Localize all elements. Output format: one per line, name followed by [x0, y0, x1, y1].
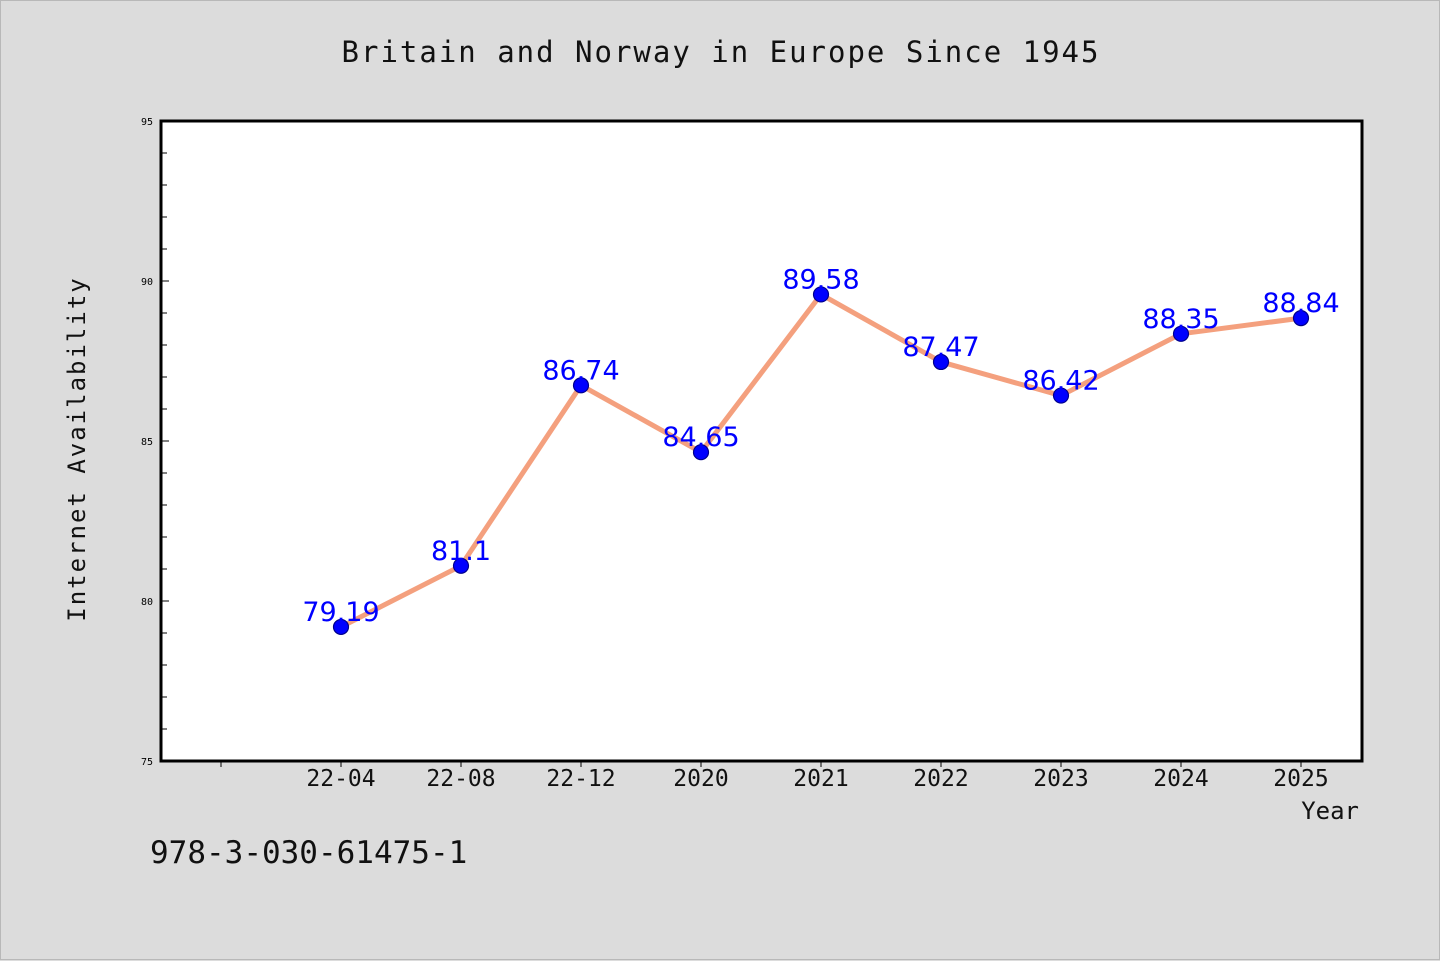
data-labels-layer: 79.19 81.1 86.74 84.65 89.58 87.47 86.42 88.35 8… — [302, 264, 1339, 627]
y-tick-label: 85 — [141, 437, 153, 448]
data-point — [932, 353, 950, 371]
data-label: 86.74 — [542, 355, 619, 386]
x-axis-ticks: 22-04 22-08 22-12 2020 2021 2022 2023 2024 2025 — [220, 761, 1329, 792]
data-label: 87.47 — [902, 332, 979, 363]
data-point — [452, 557, 470, 574]
plot-area — [159, 119, 1364, 763]
data-label: 88.35 — [1142, 304, 1219, 335]
x-tick-label: 22-12 — [546, 766, 615, 792]
y-tick-label: 90 — [141, 277, 153, 288]
data-point — [812, 286, 830, 303]
data-point — [1172, 325, 1190, 342]
data-point — [572, 377, 590, 394]
y-tick-label: 80 — [141, 597, 153, 608]
data-point — [1052, 387, 1070, 404]
x-tick-label: 22-08 — [426, 766, 495, 792]
y-axis-label: Internet Availability — [63, 276, 91, 622]
chart-title: Britain and Norway in Europe Since 1945 — [341, 35, 1101, 69]
x-tick-label: 2020 — [673, 766, 728, 792]
x-tick-label: 2022 — [913, 766, 968, 792]
x-tick-label: 2021 — [793, 766, 848, 792]
x-tick-label: 2025 — [1273, 766, 1328, 792]
data-point — [1292, 310, 1310, 327]
data-point — [692, 444, 710, 461]
data-point — [332, 618, 350, 636]
data-label: 84.65 — [662, 422, 739, 453]
data-label: 89.58 — [782, 264, 859, 295]
series-layer — [332, 286, 1310, 636]
isbn-footnote: 978-3-030-61475-1 — [150, 835, 468, 871]
data-label: 86.42 — [1022, 366, 1099, 397]
data-label: 79.19 — [302, 597, 379, 628]
x-axis-label: Year — [1301, 797, 1359, 825]
y-axis-ticks: 75 80 85 90 95 — [141, 117, 169, 768]
y-tick-label: 75 — [141, 757, 153, 768]
y-tick-label: 95 — [141, 117, 153, 128]
data-label: 88.84 — [1262, 288, 1339, 319]
x-tick-label: 2023 — [1033, 766, 1088, 792]
data-label: 81.1 — [431, 536, 491, 567]
x-tick-label: 22-04 — [306, 766, 375, 792]
x-tick-label: 2024 — [1153, 766, 1208, 792]
